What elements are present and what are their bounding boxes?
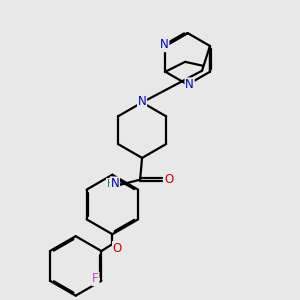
Text: O: O bbox=[164, 173, 173, 186]
Text: N: N bbox=[160, 38, 169, 52]
Text: N: N bbox=[185, 78, 194, 91]
Text: N: N bbox=[138, 95, 146, 108]
Text: O: O bbox=[113, 242, 122, 255]
Text: F: F bbox=[92, 272, 99, 285]
Text: H: H bbox=[106, 179, 114, 189]
Text: N: N bbox=[110, 177, 119, 190]
